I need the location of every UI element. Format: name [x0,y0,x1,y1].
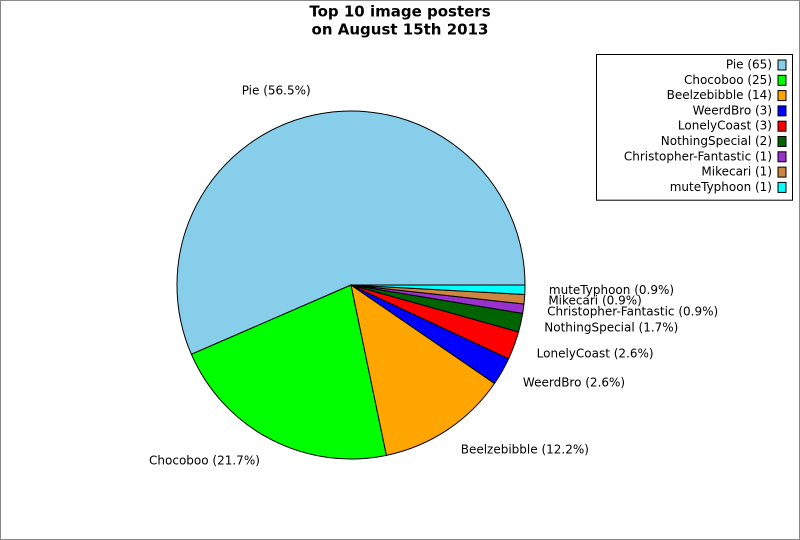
legend-label: Beelzebibble (14) [667,88,772,102]
chart-title: on August 15th 2013 [312,21,489,39]
legend-label: Pie (65) [726,58,772,72]
legend-swatch [777,90,787,102]
legend-label: WeerdBro (3) [693,103,772,117]
legend-swatch [777,105,787,117]
legend-swatch [777,181,787,193]
legend-label: Christopher-Fantastic (1) [624,149,772,163]
slice-label: muteTyphoon (0.9%) [549,283,674,297]
legend-swatch [777,59,787,71]
chart-title: Top 10 image posters [309,3,490,21]
legend-swatch [777,136,787,147]
legend-label: Chocoboo (25) [684,73,772,87]
pie-slice [176,110,526,355]
legend-label: LonelyCoast (3) [678,119,772,133]
pie-slice [350,283,496,456]
slice-label: LonelyCoast (2.6%) [537,346,654,360]
legend-label: Mikecari (1) [701,165,772,179]
slice-label: NothingSpecial (1.7%) [544,320,678,334]
legend-box [596,54,793,201]
legend-label: muteTyphoon (1) [670,180,772,194]
legend-swatch [777,166,787,178]
slice-label: Mikecari (0.9%) [548,294,641,308]
slice-label: Beelzebibble (12.2%) [461,442,589,456]
slice-label: WeerdBro (2.6%) [523,376,625,390]
legend-swatch [777,151,787,163]
legend-swatch [777,74,787,86]
pie-slice [350,284,526,296]
legend-label: NothingSpecial (2) [661,134,772,148]
slice-label: Chocoboo (21.7%) [149,453,260,467]
slice-label: Pie (56.5%) [242,84,311,98]
legend-swatch [777,120,787,132]
pie-slice [190,284,387,460]
slice-label: Christopher-Fantastic (0.9%) [547,304,718,318]
